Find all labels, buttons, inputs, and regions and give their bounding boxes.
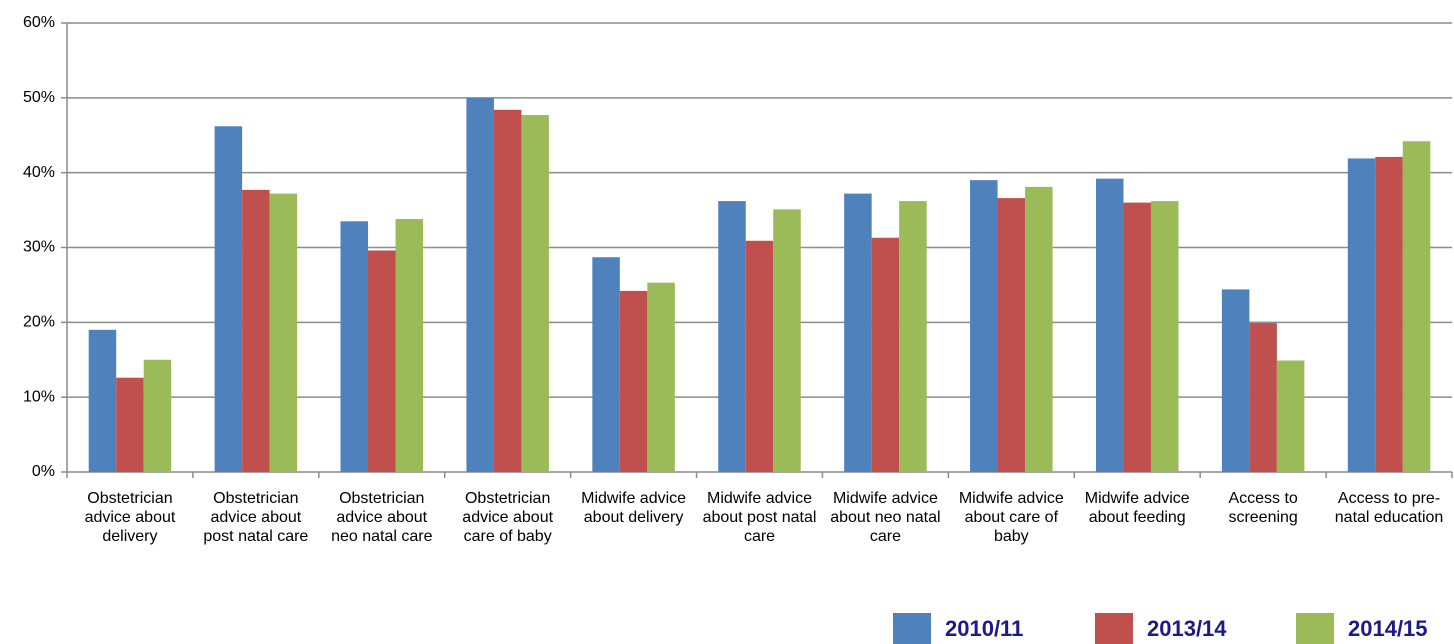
bar: [844, 193, 872, 472]
bar: [619, 290, 648, 472]
bar: [997, 198, 1026, 473]
bar: [269, 193, 298, 472]
x-tick-label: Midwife advice about post natal care: [702, 490, 817, 545]
legend-item: 2013/14: [1095, 613, 1227, 644]
bar: [1402, 141, 1431, 472]
bar: [1347, 158, 1376, 472]
bar: [871, 237, 900, 472]
y-tick-label: 50%: [23, 89, 55, 106]
bar: [647, 282, 675, 472]
bar: [143, 359, 172, 472]
legend-label: 2010/11: [945, 615, 1024, 641]
bar: [340, 221, 369, 472]
legend-swatch: [893, 613, 931, 644]
bar: [466, 97, 494, 472]
bar: [1150, 201, 1179, 472]
bar: [395, 219, 424, 472]
x-tick-label: Midwife advice about neo natal care: [830, 490, 941, 545]
bar: [718, 201, 746, 472]
legend-item: 2010/11: [893, 613, 1023, 644]
bar: [745, 240, 774, 472]
y-tick-label: 40%: [23, 164, 55, 181]
y-tick-label: 60%: [23, 14, 55, 31]
x-tick-label: Midwife advice about delivery: [581, 490, 687, 526]
x-tick-label: Midwife advice about feeding: [1084, 490, 1190, 526]
y-tick-label: 10%: [23, 388, 55, 405]
y-tick-label: 30%: [23, 239, 55, 256]
x-tick-label: Obstetrician advice about delivery: [84, 490, 176, 545]
x-tick-label: Midwife advice about care of baby: [958, 490, 1064, 545]
bar: [773, 209, 801, 472]
x-tick-label: Access to pre-natal education: [1334, 490, 1444, 526]
bar: [1249, 323, 1277, 472]
bar: [242, 189, 270, 472]
bar: [592, 257, 620, 472]
y-tick-label: 0%: [32, 463, 55, 480]
bar: [1276, 360, 1305, 472]
x-tick-label: Access to screening: [1228, 490, 1298, 526]
bar: [1025, 186, 1053, 472]
bar: [116, 377, 144, 472]
bar: [493, 109, 522, 472]
x-tick-label: Obstetrician advice about post natal car…: [203, 490, 309, 545]
x-tick-label: Obstetrician advice about neo natal care: [331, 490, 433, 545]
bar: [899, 201, 927, 472]
legend-item: 2014/15: [1296, 613, 1428, 644]
bar: [1375, 156, 1403, 472]
bar: [1123, 202, 1151, 472]
bar: [1095, 178, 1124, 473]
bar: [368, 250, 396, 472]
legend-label: 2014/15: [1348, 615, 1428, 641]
y-tick-label: 20%: [23, 314, 55, 331]
legend-label: 2013/14: [1147, 615, 1227, 641]
legend-swatch: [1296, 613, 1334, 644]
x-tick-label: Obstetrician advice about care of baby: [462, 490, 554, 545]
bar: [214, 126, 243, 473]
bar: [88, 329, 117, 472]
bar: [521, 115, 549, 473]
bar: [970, 180, 998, 472]
bar: [1221, 289, 1250, 472]
legend-swatch: [1095, 613, 1133, 644]
